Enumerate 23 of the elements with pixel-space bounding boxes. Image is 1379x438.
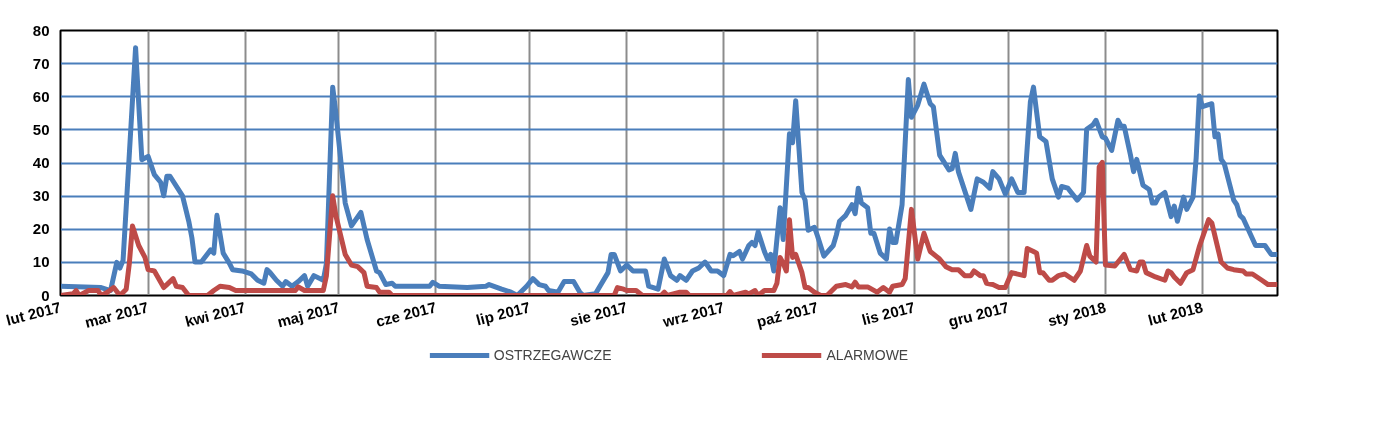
y-tick-label: 10 bbox=[32, 253, 50, 271]
x-tick-label: cze 2017 bbox=[374, 298, 439, 331]
x-tick-label: paź 2017 bbox=[754, 298, 820, 331]
x-tick-label: gru 2017 bbox=[946, 298, 1011, 330]
x-tick-label: kwi 2017 bbox=[183, 298, 248, 330]
x-tick-label: sty 2018 bbox=[1045, 298, 1108, 330]
x-tick-label: maj 2017 bbox=[275, 298, 342, 331]
x-tick-label: lut 2018 bbox=[1146, 298, 1205, 329]
y-tick-label: 60 bbox=[32, 87, 50, 105]
y-tick-label: 20 bbox=[32, 220, 50, 238]
legend-label: ALARMOWE bbox=[826, 347, 909, 363]
y-tick-label: 80 bbox=[32, 21, 50, 39]
y-tick-label: 0 bbox=[41, 286, 50, 304]
x-tick-label: mar 2017 bbox=[82, 298, 151, 331]
y-tick-label: 30 bbox=[32, 187, 50, 205]
x-tick-label: lip 2017 bbox=[474, 298, 532, 329]
y-tick-label: 70 bbox=[32, 54, 50, 72]
y-tick-label: 40 bbox=[32, 154, 50, 171]
x-tick-label: lis 2017 bbox=[859, 298, 917, 329]
x-tick-label: wrz 2017 bbox=[660, 298, 726, 331]
legend-label: OSTRZEGAWCZE bbox=[493, 347, 612, 363]
x-tick-label: sie 2017 bbox=[568, 298, 629, 330]
y-tick-label: 50 bbox=[32, 120, 50, 138]
